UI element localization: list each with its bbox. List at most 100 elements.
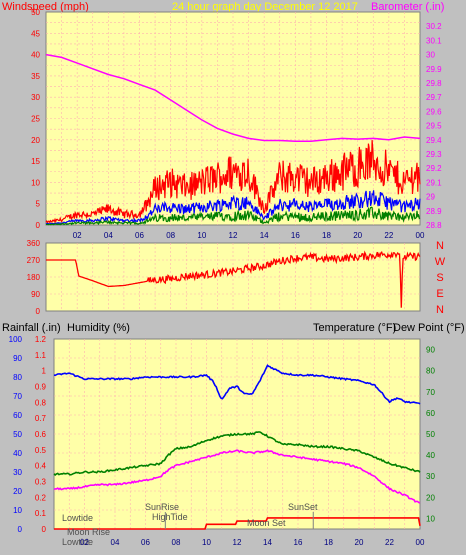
- event-label: Lowtide: [62, 537, 93, 547]
- event-label: Moon Rise: [67, 527, 110, 537]
- wind-direction-grid: [46, 243, 420, 311]
- compass-letter: S: [436, 272, 443, 284]
- barometer-tick-label: 29.4: [426, 136, 442, 145]
- temperature-tick-label: 20: [426, 493, 435, 502]
- wind-direction-tick-label: 180: [27, 273, 41, 282]
- dewpoint-axis-title: Dew Point (°F): [393, 322, 465, 334]
- barometer-tick-label: 29.5: [426, 122, 442, 131]
- barometer-tick-label: 30.1: [426, 36, 442, 45]
- rainfall-tick-label: 0.9: [35, 383, 47, 392]
- humidity-tick-label: 20: [13, 487, 22, 496]
- wind-barometer-series: [45, 53, 421, 226]
- wind-direction-line: [46, 250, 421, 308]
- humidity-line: [53, 364, 421, 405]
- rain-humidity-temp-grid: [54, 339, 420, 529]
- hour-tick-label: 14: [260, 231, 269, 240]
- barometer-tick-labels: 28.8 28.9 29 29.1 29.2 29.3 29.4 29.5 29.6 29.7 29…: [426, 22, 442, 230]
- barometer-tick-label: 29.8: [426, 79, 442, 88]
- hour-tick-label: 02: [73, 231, 82, 240]
- hour-tick-label: 10: [197, 231, 206, 240]
- hour-tick-label: 12: [233, 538, 242, 547]
- windspeed-average-line: [45, 190, 421, 225]
- barometer-tick-label: 30.2: [426, 22, 442, 31]
- event-label: SunSet: [288, 502, 318, 512]
- hour-tick-label: 20: [355, 538, 364, 547]
- rainfall-line: [54, 517, 421, 530]
- humidity-tick-label: 80: [13, 373, 22, 382]
- barometer-tick-label: 28.8: [426, 221, 442, 230]
- wind-direction-series: [46, 250, 421, 308]
- event-label: SunRise: [145, 502, 179, 512]
- event-label: HighTide: [152, 512, 188, 522]
- dewpoint-line: [53, 449, 421, 504]
- rainfall-tick-label: 0.4: [35, 462, 47, 471]
- hour-tick-label: 14: [263, 538, 272, 547]
- rain-humidity-temp-series: [53, 364, 421, 530]
- hour-tick-label: 16: [291, 231, 300, 240]
- compass-letter: N: [436, 240, 444, 252]
- barometer-tick-label: 29.3: [426, 150, 442, 159]
- windspeed-axis-title: Windspeed (mph): [2, 1, 89, 13]
- rainfall-tick-labels: 0 0.1 0.2 0.3 0.4 0.5 0.6 0.7 0.8 0.9 1 1.1 1.2: [35, 335, 47, 534]
- hour-tick-label: 20: [353, 231, 362, 240]
- wind-direction-tick-label: 360: [27, 239, 41, 248]
- barometer-tick-label: 30: [426, 51, 435, 60]
- event-label: Moon Set: [247, 518, 286, 528]
- humidity-tick-label: 100: [9, 335, 23, 344]
- barometer-tick-label: 29.9: [426, 65, 442, 74]
- hour-tick-label: 12: [229, 231, 238, 240]
- temperature-tick-label: 30: [426, 472, 435, 481]
- windspeed-gust-line: [45, 140, 421, 225]
- rainfall-tick-label: 0.2: [35, 493, 47, 502]
- windspeed-tick-labels: 0 5 10 15 20 25 30 35 40 45 50: [31, 8, 40, 230]
- barometer-tick-label: 29.7: [426, 93, 442, 102]
- hour-tick-label: 22: [385, 538, 394, 547]
- barometer-tick-label: 29.2: [426, 164, 442, 173]
- humidity-tick-label: 40: [13, 449, 22, 458]
- windspeed-tick-label: 40: [31, 51, 40, 60]
- temperature-tick-label: 10: [426, 514, 435, 523]
- humidity-tick-label: 0: [18, 525, 23, 534]
- rainfall-tick-label: 0: [42, 525, 47, 534]
- humidity-tick-label: 60: [13, 411, 22, 420]
- hour-tick-labels-bottom: 02 04 06 08 10 12 14 16 18 20 22 00: [80, 538, 425, 547]
- humidity-axis-title: Humidity (%): [67, 322, 130, 334]
- windspeed-tick-label: 0: [36, 221, 41, 230]
- hour-tick-label: 22: [384, 231, 393, 240]
- rainfall-tick-label: 0.5: [35, 446, 47, 455]
- humidity-tick-label: 70: [13, 392, 22, 401]
- rainfall-tick-label: 0.6: [35, 430, 47, 439]
- windspeed-tick-label: 15: [31, 157, 40, 166]
- rainfall-axis-title: Rainfall (.in): [2, 322, 61, 334]
- barometer-tick-label: 28.9: [426, 207, 442, 216]
- rainfall-tick-label: 0.3: [35, 478, 47, 487]
- temperature-line: [53, 431, 421, 476]
- hour-tick-label: 18: [324, 538, 333, 547]
- humidity-tick-label: 50: [13, 430, 22, 439]
- rainfall-tick-label: 1.1: [35, 351, 47, 360]
- barometer-line: [45, 53, 421, 142]
- windspeed-tick-label: 5: [36, 200, 41, 209]
- windspeed-tick-label: 30: [31, 93, 40, 102]
- barometer-tick-label: 29.6: [426, 107, 442, 116]
- hour-tick-label: 00: [416, 538, 425, 547]
- hour-tick-label: 10: [202, 538, 211, 547]
- wind-direction-tick-label: 270: [27, 256, 41, 265]
- hour-tick-label: 08: [166, 231, 175, 240]
- rainfall-tick-label: 1.2: [35, 335, 47, 344]
- windspeed-tick-label: 45: [31, 29, 40, 38]
- temperature-tick-label: 50: [426, 430, 435, 439]
- hour-tick-label: 04: [104, 231, 113, 240]
- wind-direction-tick-label: 90: [31, 290, 40, 299]
- temperature-axis-title: Temperature (°F): [313, 322, 396, 334]
- temperature-tick-label: 80: [426, 367, 435, 376]
- hour-tick-label: 02: [80, 538, 89, 547]
- rainfall-tick-label: 0.7: [35, 414, 47, 423]
- compass-letter: W: [435, 256, 446, 268]
- compass-letter: E: [436, 288, 443, 300]
- event-label: Lowtide: [62, 513, 93, 523]
- graph-title: 24 hour graph day December 12 2017: [172, 1, 358, 13]
- hour-tick-label: 08: [172, 538, 181, 547]
- windspeed-tick-label: 25: [31, 115, 40, 124]
